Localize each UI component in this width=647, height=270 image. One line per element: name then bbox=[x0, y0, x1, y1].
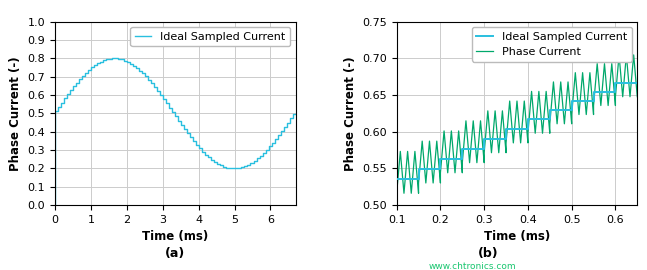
X-axis label: Time (ms): Time (ms) bbox=[142, 231, 208, 244]
Ideal Sampled Current bbox=[502, 127, 510, 131]
Ideal Sampled Current bbox=[589, 99, 597, 102]
Ideal Sampled Current bbox=[244, 164, 252, 168]
Y-axis label: Phase Current (-): Phase Current (-) bbox=[344, 56, 356, 171]
Ideal Sampled Current bbox=[108, 57, 116, 60]
Ideal Sampled Current bbox=[589, 90, 597, 93]
Ideal Sampled Current bbox=[129, 62, 137, 65]
Ideal Sampled Current bbox=[437, 167, 444, 171]
Ideal Sampled Current bbox=[129, 64, 137, 67]
Ideal Sampled Current bbox=[524, 127, 532, 131]
Ideal Sampled Current bbox=[393, 178, 400, 181]
Phase Current bbox=[393, 192, 400, 195]
Text: www.chtronics.com: www.chtronics.com bbox=[428, 262, 516, 270]
Ideal Sampled Current bbox=[244, 163, 252, 166]
Line: Ideal Sampled Current: Ideal Sampled Current bbox=[55, 58, 296, 205]
Phase Current bbox=[582, 113, 590, 116]
Ideal Sampled Current bbox=[611, 81, 619, 85]
Ideal Sampled Current bbox=[633, 81, 641, 85]
Text: (a): (a) bbox=[164, 247, 185, 259]
Phase Current bbox=[513, 99, 521, 103]
Line: Ideal Sampled Current: Ideal Sampled Current bbox=[397, 83, 637, 179]
Line: Phase Current: Phase Current bbox=[397, 55, 637, 193]
Phase Current bbox=[633, 95, 641, 98]
Ideal Sampled Current bbox=[292, 112, 300, 116]
Y-axis label: Phase Current (-): Phase Current (-) bbox=[9, 56, 22, 171]
Ideal Sampled Current bbox=[415, 167, 422, 171]
Ideal Sampled Current bbox=[546, 118, 554, 121]
Ideal Sampled Current bbox=[524, 118, 532, 121]
Legend: Ideal Sampled Current: Ideal Sampled Current bbox=[130, 27, 290, 46]
Phase Current bbox=[520, 99, 528, 103]
Ideal Sampled Current bbox=[611, 90, 619, 93]
Ideal Sampled Current bbox=[437, 157, 444, 160]
Ideal Sampled Current bbox=[210, 158, 218, 161]
Ideal Sampled Current bbox=[502, 137, 510, 140]
Ideal Sampled Current bbox=[459, 157, 466, 160]
Ideal Sampled Current bbox=[568, 108, 576, 112]
Phase Current bbox=[615, 53, 623, 56]
Ideal Sampled Current bbox=[415, 178, 422, 181]
Phase Current bbox=[466, 161, 474, 164]
Phase Current bbox=[459, 171, 466, 174]
Ideal Sampled Current bbox=[480, 147, 488, 150]
Ideal Sampled Current bbox=[568, 99, 576, 102]
Ideal Sampled Current bbox=[69, 85, 77, 88]
Phase Current bbox=[451, 171, 459, 174]
Ideal Sampled Current bbox=[480, 137, 488, 140]
Text: (b): (b) bbox=[478, 247, 499, 259]
Ideal Sampled Current bbox=[546, 108, 554, 112]
Ideal Sampled Current bbox=[51, 204, 59, 207]
Legend: Ideal Sampled Current, Phase Current: Ideal Sampled Current, Phase Current bbox=[472, 27, 631, 62]
X-axis label: Time (ms): Time (ms) bbox=[484, 231, 550, 244]
Ideal Sampled Current bbox=[459, 147, 466, 150]
